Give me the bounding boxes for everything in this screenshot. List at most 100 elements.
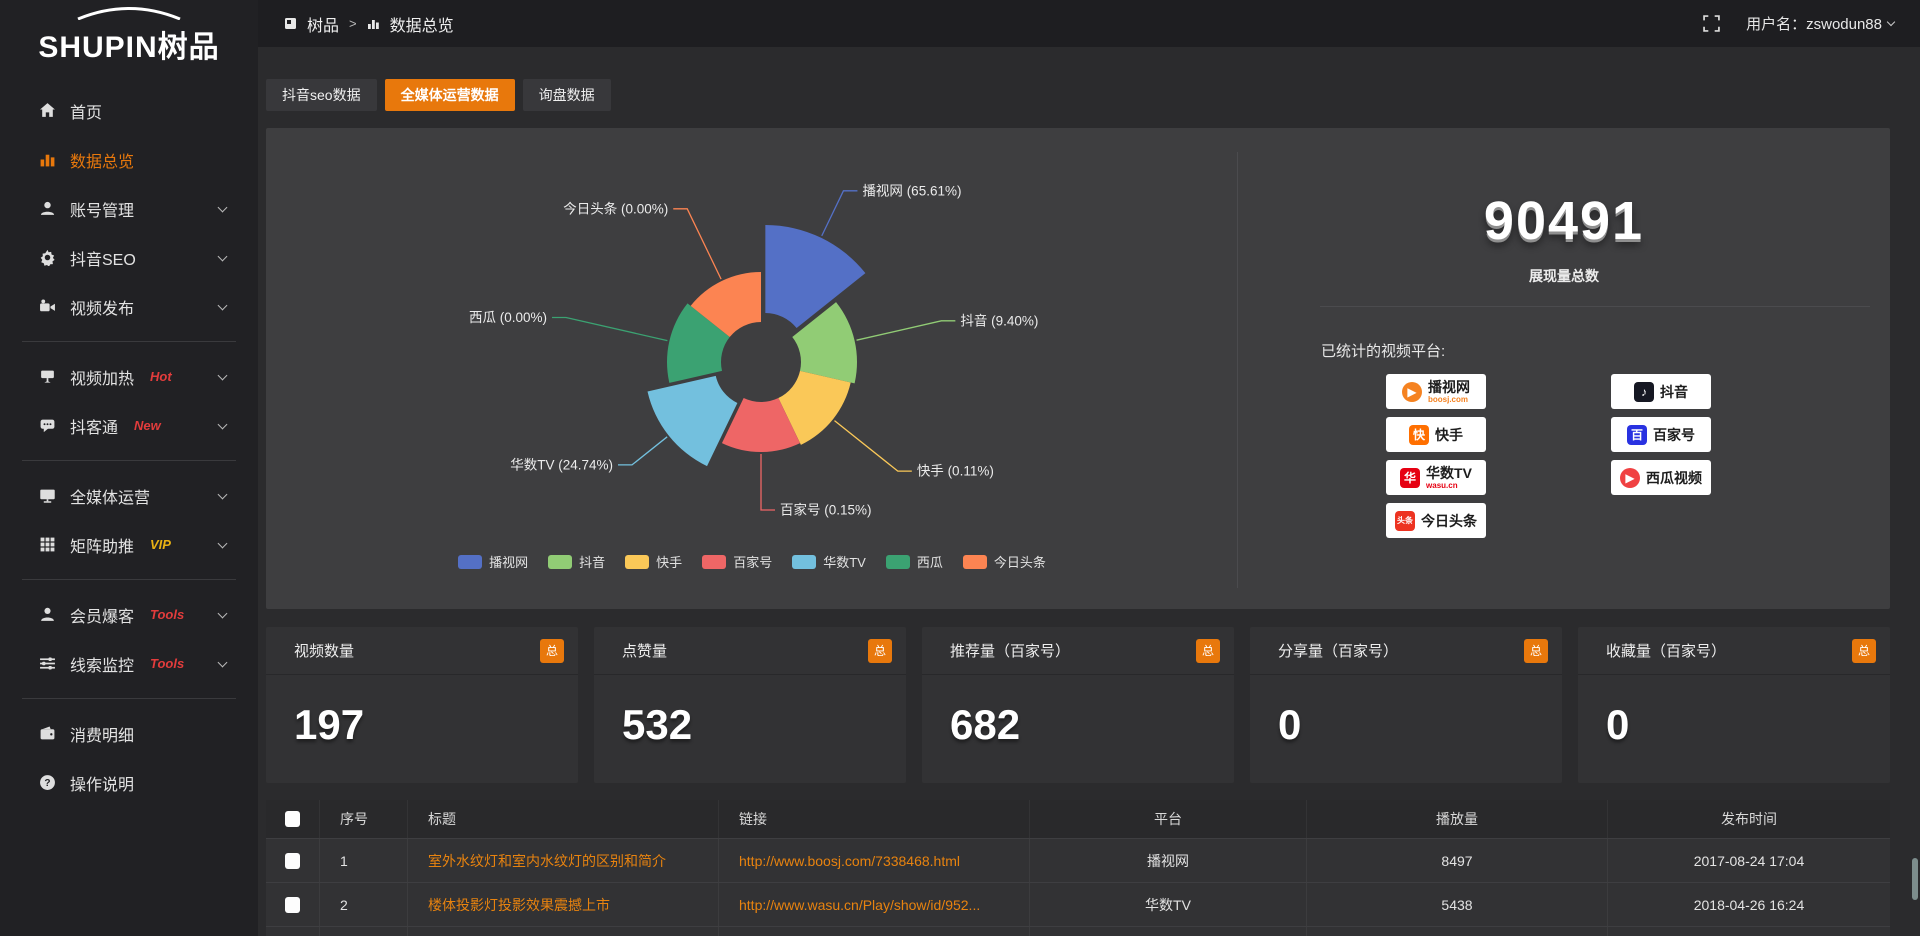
- sidebar-item-label: 全媒体运营: [70, 489, 151, 507]
- row-views: 8497: [1307, 839, 1608, 882]
- impressions-total-label: 展现量总数: [1529, 268, 1599, 284]
- sidebar-divider: [22, 460, 236, 461]
- stat-card-value: 682: [950, 701, 1021, 748]
- legend-item-4[interactable]: 华数TV: [792, 552, 866, 571]
- pie-label-line-2: [834, 420, 912, 472]
- pie-slice-6[interactable]: [690, 272, 761, 338]
- legend-item-1[interactable]: 抖音: [548, 552, 605, 571]
- stat-card-shares: 分享量（百家号） 总 0: [1250, 627, 1562, 783]
- row-platform: 华数TV: [1030, 883, 1307, 926]
- sidebar-item-video-heat[interactable]: 视频加热 Hot: [0, 352, 258, 401]
- video-title-link[interactable]: 室外水纹灯和室内水纹灯的区别和简介: [428, 852, 666, 869]
- col-header-index: 序号: [320, 800, 408, 838]
- platform-logo-icon: 头条: [1395, 510, 1415, 531]
- total-badge[interactable]: 总: [1524, 638, 1548, 663]
- impressions-total-value: 90491: [1483, 191, 1645, 251]
- tab-inquiry-data[interactable]: 询盘数据: [522, 79, 611, 111]
- sidebar-item-help[interactable]: ? 操作说明: [0, 758, 258, 807]
- sidebar-item-data-overview[interactable]: 数据总览: [0, 135, 258, 184]
- stat-card-title: 分享量（百家号）: [1278, 643, 1399, 660]
- row-checkbox[interactable]: [285, 852, 300, 869]
- user-icon: [38, 200, 56, 218]
- vip-tag: VIP: [150, 537, 171, 552]
- legend-item-6[interactable]: 今日头条: [962, 552, 1046, 571]
- sidebar-item-omnimedia[interactable]: 全媒体运营: [0, 471, 258, 520]
- total-badge[interactable]: 总: [540, 638, 564, 663]
- pie-label-3: 百家号 (0.15%): [780, 502, 872, 518]
- platform-badge-5: ▶ 西瓜视频: [1611, 460, 1711, 495]
- col-header-title: 标题: [408, 800, 719, 838]
- chevron-down-icon: [217, 419, 228, 430]
- overview-panel: 播视网 (65.61%) 抖音 (9.40%) 快手 (0.11%) 百家号 (0.1…: [266, 128, 1890, 609]
- brand-logo[interactable]: SHUPIN树品: [0, 0, 258, 74]
- platform-logo-icon: ▶: [1402, 381, 1422, 402]
- stat-card-value: 0: [1278, 701, 1302, 748]
- platform-badge-0: ▶ 播视网 boosj.com: [1386, 374, 1486, 409]
- legend-chip: [885, 554, 910, 569]
- username-menu[interactable]: 用户名：zswodun88: [1746, 13, 1896, 34]
- projector-screen-icon: [38, 368, 56, 386]
- row-checkbox[interactable]: [285, 896, 300, 913]
- sidebar-item-spending-detail[interactable]: 消费明细: [0, 709, 258, 758]
- pie-slice-5[interactable]: [667, 303, 730, 383]
- video-title-link[interactable]: 楼体投影灯投影效果震撼上市: [428, 896, 610, 913]
- breadcrumb: 树品 > 数据总览: [284, 12, 454, 36]
- pie-label-1: 抖音 (9.40%): [960, 312, 1038, 328]
- table-row: 2 楼体投影灯投影效果震撼上市 http://www.wasu.cn/Play/…: [266, 883, 1890, 927]
- sidebar-item-douketong[interactable]: 抖客通 New: [0, 401, 258, 450]
- sidebar-item-label: 操作说明: [70, 776, 135, 794]
- chevron-down-icon: [217, 300, 228, 311]
- chevron-down-icon: [217, 657, 228, 668]
- legend-item-3[interactable]: 百家号: [702, 552, 772, 571]
- platform-name: 今日头条: [1421, 512, 1477, 529]
- sidebar-item-account[interactable]: 账号管理: [0, 184, 258, 233]
- gear-icon: [38, 249, 56, 267]
- sidebar-item-douyin-seo[interactable]: 抖音SEO: [0, 233, 258, 282]
- video-url-link[interactable]: http://www.wasu.cn/Play/show/id/952...: [739, 896, 981, 913]
- platform-share-rose-chart: 播视网 (65.61%) 抖音 (9.40%) 快手 (0.11%) 百家号 (0.1…: [266, 128, 1238, 548]
- platform-badge-4: 华华数TV wasu.cn: [1386, 460, 1486, 495]
- row-time: 2018-04-26 16:24: [1693, 896, 1805, 913]
- legend-item-0[interactable]: 播视网: [458, 552, 528, 571]
- total-badge[interactable]: 总: [1852, 638, 1876, 663]
- sliders-icon: [38, 655, 56, 673]
- breadcrumb-current[interactable]: 数据总览: [389, 17, 454, 35]
- stat-card-title: 点赞量: [622, 643, 668, 660]
- chart-legend: 播视网 抖音 快手 百家号 华数TV 西瓜 今日头条: [266, 552, 1238, 571]
- tab-douyin-seo-data[interactable]: 抖音seo数据: [266, 79, 377, 111]
- total-badge[interactable]: 总: [868, 638, 892, 663]
- sidebar-item-label: 线索监控: [70, 657, 135, 675]
- legend-label: 快手: [656, 555, 683, 570]
- select-all-checkbox[interactable]: [285, 811, 300, 827]
- stat-card-favorites: 收藏量（百家号） 总 0: [1578, 627, 1890, 783]
- pie-slice-1[interactable]: [792, 302, 857, 384]
- legend-label: 华数TV: [823, 555, 866, 570]
- sidebar-item-video-publish[interactable]: 视频发布: [0, 282, 258, 331]
- sidebar-item-member-burst[interactable]: 会员爆客 Tools: [0, 590, 258, 639]
- pie-label-line-1: [856, 320, 956, 341]
- total-badge[interactable]: 总: [1196, 638, 1220, 663]
- scrollbar-thumb[interactable]: [1912, 858, 1918, 900]
- sidebar-item-home[interactable]: 首页: [0, 86, 258, 135]
- pie-slice-2[interactable]: [778, 370, 851, 445]
- pie-slice-4[interactable]: [647, 375, 738, 467]
- legend-item-2[interactable]: 快手: [625, 552, 682, 571]
- pie-label-2: 快手 (0.11%): [917, 464, 994, 479]
- legend-item-5[interactable]: 西瓜: [885, 552, 943, 571]
- pie-slice-0[interactable]: [765, 224, 866, 329]
- video-url-link[interactable]: http://www.boosj.com/7338468.html: [739, 852, 961, 869]
- breadcrumb-home[interactable]: 树品: [307, 17, 340, 35]
- pie-slice-3[interactable]: [721, 398, 801, 453]
- legend-chip: [458, 554, 483, 569]
- breadcrumb-separator: >: [349, 16, 357, 31]
- sidebar-item-matrix-boost[interactable]: 矩阵助推 VIP: [0, 520, 258, 569]
- stat-card-video-count: 视频数量 总 197: [266, 627, 578, 783]
- row-index: 1: [320, 839, 408, 882]
- platform-badge-1: ♪ 抖音: [1611, 374, 1711, 409]
- sidebar-item-label: 账号管理: [70, 202, 135, 220]
- fullscreen-icon[interactable]: [1703, 15, 1720, 32]
- sidebar-item-lead-monitor[interactable]: 线索监控 Tools: [0, 639, 258, 688]
- legend-label: 百家号: [733, 555, 773, 570]
- row-views: 5438: [1307, 883, 1608, 926]
- tab-omnimedia-data[interactable]: 全媒体运营数据: [384, 79, 515, 111]
